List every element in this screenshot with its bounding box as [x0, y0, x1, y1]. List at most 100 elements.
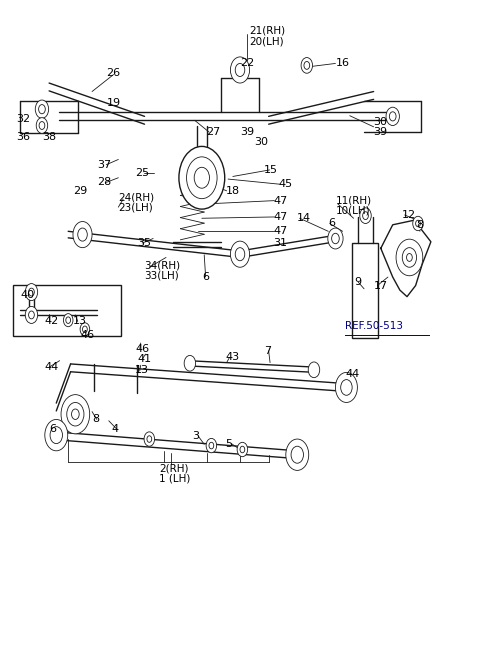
Text: 43: 43	[226, 352, 240, 362]
Circle shape	[194, 167, 209, 188]
Text: 2(RH): 2(RH)	[159, 463, 188, 474]
Bar	[13, 285, 120, 336]
Circle shape	[416, 220, 420, 227]
Circle shape	[389, 112, 396, 121]
Circle shape	[341, 380, 352, 396]
Circle shape	[179, 146, 225, 209]
Circle shape	[360, 208, 371, 224]
Circle shape	[29, 311, 34, 319]
Circle shape	[240, 446, 245, 453]
Text: 34(RH): 34(RH)	[144, 261, 180, 271]
Circle shape	[230, 241, 250, 267]
Text: 15: 15	[264, 165, 278, 175]
Circle shape	[73, 222, 92, 248]
Text: 13: 13	[135, 365, 149, 375]
Circle shape	[386, 107, 399, 125]
Circle shape	[184, 356, 196, 371]
Text: 36: 36	[16, 132, 30, 142]
Text: 29: 29	[73, 186, 87, 196]
Text: 31: 31	[274, 238, 288, 248]
Circle shape	[230, 57, 250, 83]
Text: 25: 25	[135, 167, 149, 178]
Circle shape	[29, 288, 34, 296]
Text: 1 (LH): 1 (LH)	[159, 473, 190, 483]
Text: 37: 37	[97, 159, 111, 170]
Text: 28: 28	[97, 177, 111, 188]
Circle shape	[328, 228, 343, 249]
Text: 27: 27	[206, 127, 221, 137]
Circle shape	[72, 409, 79, 419]
Circle shape	[336, 373, 358, 403]
Circle shape	[301, 58, 312, 73]
Circle shape	[25, 306, 37, 323]
Text: 38: 38	[42, 132, 56, 142]
Text: 6: 6	[202, 272, 209, 282]
Text: 6: 6	[328, 218, 336, 228]
Text: 46: 46	[80, 329, 94, 340]
Text: 39: 39	[240, 127, 254, 137]
Circle shape	[80, 323, 90, 336]
Text: 4: 4	[111, 424, 118, 434]
Text: 6: 6	[49, 424, 56, 434]
Circle shape	[67, 403, 84, 426]
Circle shape	[147, 436, 152, 442]
Circle shape	[78, 228, 87, 241]
Circle shape	[83, 326, 87, 333]
Text: 40: 40	[21, 291, 35, 300]
Text: REF.50-513: REF.50-513	[345, 321, 403, 331]
Circle shape	[235, 64, 245, 77]
Text: 32: 32	[16, 114, 30, 124]
Circle shape	[187, 157, 217, 199]
Circle shape	[39, 121, 45, 129]
Circle shape	[286, 439, 309, 470]
Text: 42: 42	[44, 316, 59, 327]
Circle shape	[209, 442, 214, 449]
Circle shape	[304, 62, 310, 70]
Text: 23(LH): 23(LH)	[118, 202, 153, 212]
Circle shape	[38, 104, 45, 113]
Circle shape	[402, 248, 417, 267]
Circle shape	[308, 362, 320, 378]
Text: 17: 17	[373, 281, 388, 291]
Circle shape	[291, 446, 303, 463]
Circle shape	[36, 117, 48, 133]
Text: 24(RH): 24(RH)	[118, 192, 155, 202]
Text: 30: 30	[373, 117, 388, 127]
Text: 14: 14	[297, 213, 312, 223]
Text: 47: 47	[274, 212, 288, 222]
Circle shape	[237, 442, 248, 457]
Circle shape	[63, 314, 73, 327]
Text: 7: 7	[264, 346, 271, 356]
Circle shape	[66, 317, 71, 323]
Text: 47: 47	[274, 226, 288, 236]
Circle shape	[61, 395, 90, 434]
Circle shape	[206, 438, 216, 453]
Bar	[352, 243, 378, 338]
Text: 19: 19	[107, 98, 120, 108]
Text: 41: 41	[137, 354, 152, 364]
Text: 21(RH): 21(RH)	[250, 26, 286, 36]
Text: 35: 35	[137, 238, 151, 248]
Circle shape	[235, 248, 245, 260]
Text: 45: 45	[278, 179, 292, 190]
Circle shape	[25, 283, 37, 300]
Circle shape	[363, 212, 368, 220]
Text: 47: 47	[274, 195, 288, 205]
Text: 11(RH): 11(RH)	[336, 195, 372, 205]
Text: 33(LH): 33(LH)	[144, 271, 180, 281]
Circle shape	[35, 100, 48, 118]
Text: 8: 8	[417, 220, 424, 230]
Text: 44: 44	[44, 362, 59, 372]
Text: 16: 16	[336, 58, 349, 68]
Text: 22: 22	[240, 58, 254, 68]
Text: 8: 8	[92, 415, 99, 424]
Text: 5: 5	[226, 439, 233, 449]
Text: 30: 30	[254, 137, 268, 147]
Circle shape	[332, 234, 339, 244]
Text: 18: 18	[226, 186, 240, 196]
Text: 44: 44	[345, 369, 359, 379]
Circle shape	[50, 426, 62, 443]
Text: 10(LH): 10(LH)	[336, 205, 370, 215]
Text: 46: 46	[135, 344, 149, 354]
Text: 9: 9	[355, 277, 361, 287]
